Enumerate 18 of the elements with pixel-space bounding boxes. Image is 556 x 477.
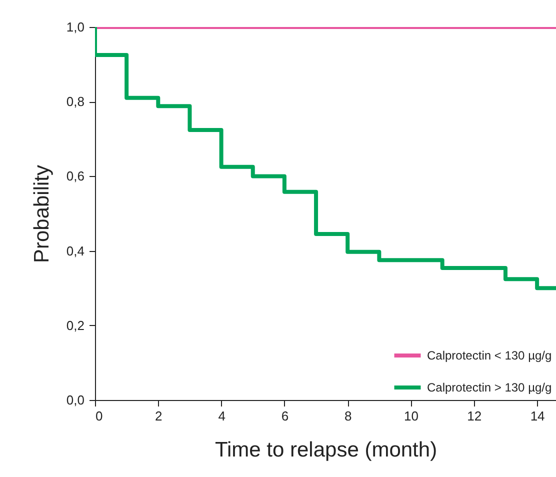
x-tick-label: 0 [96, 408, 103, 424]
legend-label: Calprotectin > 130 µg/g [427, 380, 552, 394]
x-tick-label: 12 [467, 408, 482, 424]
y-tick-label: 0,2 [66, 318, 84, 333]
y-tick-label: 0,6 [66, 168, 84, 184]
x-tick-label: 6 [281, 408, 289, 424]
x-tick-label: 4 [218, 408, 226, 424]
x-tick-label: 10 [404, 408, 418, 424]
y-tick-label: 0,8 [66, 94, 84, 110]
x-tick-label: 2 [155, 408, 162, 424]
legend-label: Calprotectin < 130 µg/g [427, 348, 552, 362]
x-axis-title: Time to relapse (month) [214, 438, 438, 462]
y-tick-label: 0,4 [66, 243, 84, 258]
x-tick-label: 8 [344, 408, 352, 424]
y-tick-label: 1,0 [66, 20, 84, 34]
y-tick-label: 0,0 [66, 392, 84, 408]
y-axis-title: Probability [30, 164, 54, 264]
x-tick-label: 14 [530, 408, 545, 424]
